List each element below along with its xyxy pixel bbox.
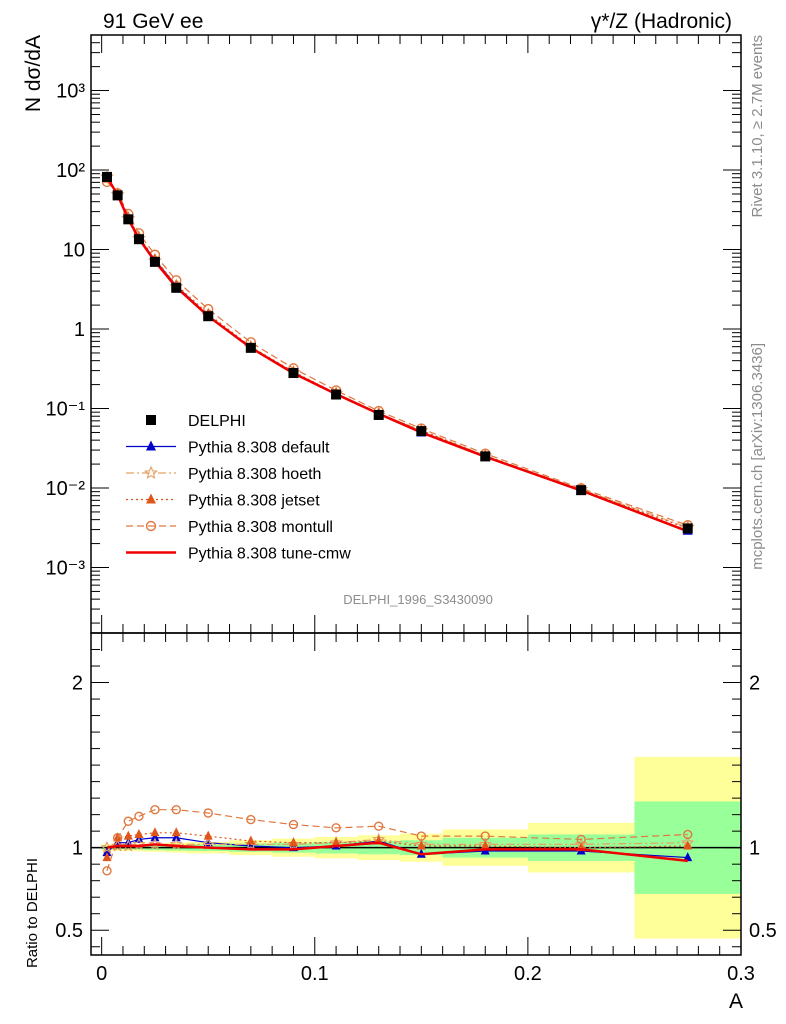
main-y-tick-label: 10 — [63, 240, 85, 262]
x-tick-label: 0.2 — [514, 963, 542, 985]
legend-label: Pythia 8.308 tune-cmw — [188, 546, 351, 563]
header-right: γ*/Z (Hadronic) — [591, 10, 732, 33]
ratio-panel: 0.5 0.5 1 1 2 2 0 0.1 0.2 0.3 — [55, 632, 777, 985]
main-y-tick-label: 10³ — [56, 81, 85, 103]
ratio-series-point — [171, 804, 181, 815]
data-point — [203, 311, 214, 322]
legend-marker — [146, 493, 156, 504]
mcplots-reference-text: mcplots.cern.ch [arXiv:1306.3436] — [749, 343, 766, 570]
legend-marker — [146, 440, 156, 451]
ratio-series-point — [121, 839, 135, 852]
ratio-series-point — [134, 828, 144, 838]
legend-marker — [145, 520, 157, 532]
ratio-series-point — [288, 837, 298, 847]
ratio-panel-frame — [90, 632, 742, 956]
ratio-series-point — [171, 827, 181, 837]
ratio-series-point — [244, 837, 258, 850]
legend-label: Pythia 8.308 montull — [188, 519, 333, 536]
ratio-series-point — [123, 816, 133, 826]
ratio-series-point — [246, 840, 256, 850]
ratio-series-point — [576, 834, 586, 845]
ratio-series-point — [331, 823, 341, 833]
ratio-series-point — [683, 852, 693, 862]
data-point — [416, 426, 427, 437]
ratio-series-point — [416, 840, 426, 850]
x-tick-label: 0.1 — [301, 963, 329, 985]
ratio-series-point — [150, 832, 160, 842]
ratio-series-point — [683, 829, 693, 840]
data-point — [101, 171, 112, 182]
ratio-y-tick-label-right: 1 — [749, 838, 760, 860]
ratio-series-point — [480, 840, 490, 850]
ratio-y-tick-label: 2 — [72, 673, 83, 695]
legend-marker — [143, 465, 159, 480]
ratio-series-point — [112, 833, 123, 843]
ratio-series-line — [106, 841, 688, 863]
ratio-series-point — [102, 847, 112, 857]
legend-label: Pythia 8.308 jetset — [188, 493, 320, 510]
main-y-tick-label: 10⁻¹ — [46, 399, 86, 421]
data-point — [149, 256, 160, 267]
data-point — [480, 451, 491, 462]
ratio-series-point — [171, 832, 181, 842]
data-point — [171, 282, 182, 293]
ratio-series-point — [102, 852, 112, 862]
main-y-tick-label: 1 — [74, 319, 85, 341]
ratio-series-point — [331, 837, 341, 847]
main-panel-frame — [90, 34, 742, 634]
data-point — [576, 485, 587, 496]
ratio-series-point — [683, 840, 693, 850]
main-y-axis-label: N dσ/dA — [22, 35, 45, 112]
main-y-tick-label: 10⁻³ — [46, 558, 86, 580]
ratio-series-point — [102, 866, 112, 876]
data-point — [682, 523, 693, 534]
legend-label: Pythia 8.308 default — [188, 440, 330, 457]
data-point — [288, 367, 299, 378]
ratio-series-point — [134, 811, 144, 821]
ratio-series-point — [246, 835, 256, 845]
ratio-series-point — [374, 821, 384, 831]
ratio-y-tick-label: 0.5 — [55, 920, 83, 942]
legend: DELPHI Pythia 8.308 default Pythia 8.308 h… — [126, 413, 351, 563]
ratio-series-point — [480, 831, 490, 841]
ratio-series-point — [203, 808, 213, 818]
header-left: 91 GeV ee — [103, 10, 203, 33]
ratio-series-point — [111, 839, 125, 852]
legend-label: Pythia 8.308 hoeth — [188, 466, 321, 483]
x-tick-label: 0.3 — [727, 963, 755, 985]
data-point — [123, 214, 134, 225]
ratio-y-tick-label-right: 0.5 — [749, 920, 777, 942]
data-point — [112, 190, 123, 201]
legend-marker — [146, 415, 156, 425]
ratio-series-point — [288, 819, 299, 830]
ratio-y-tick-label: 1 — [72, 838, 83, 860]
main-y-tick-label: 10⁻² — [46, 478, 86, 500]
main-y-tick-label: 10² — [56, 160, 85, 182]
data-point — [373, 409, 384, 420]
ratio-series-point — [148, 837, 162, 850]
x-axis-label: A — [729, 990, 743, 1013]
main-panel: 10⁻³ 10⁻² 10⁻¹ 1 10 10² 10³ — [46, 34, 742, 634]
data-point — [245, 342, 256, 353]
ratio-series-point — [150, 804, 160, 815]
legend-label: DELPHI — [188, 413, 246, 430]
ratio-series-point — [150, 827, 160, 837]
x-tick-label: 0 — [96, 963, 107, 985]
data-point — [133, 234, 144, 245]
ratio-series-point — [416, 831, 427, 841]
ratio-series-point — [246, 814, 256, 825]
ratio-series-point — [203, 830, 213, 840]
ratio-y-tick-label-right: 2 — [749, 673, 760, 695]
rivet-version-text: Rivet 3.1.10, ≥ 2.7M events — [749, 35, 766, 218]
data-point — [331, 389, 342, 400]
analysis-watermark: DELPHI_1996_S3430090 — [343, 592, 493, 607]
ratio-y-axis-label: Ratio to DELPHI — [24, 858, 41, 968]
ratio-series-point — [123, 830, 133, 840]
